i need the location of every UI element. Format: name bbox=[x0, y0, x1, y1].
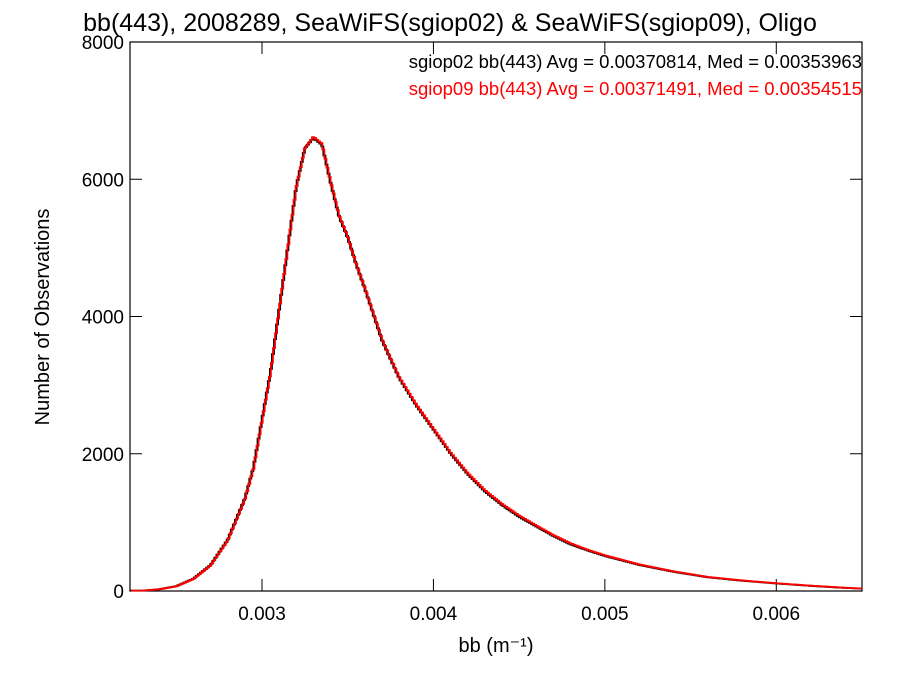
y-axis-ticks: 0 2000 4000 6000 8000 bbox=[82, 33, 862, 603]
x-tick-label: 0.005 bbox=[581, 604, 629, 625]
x-axis-label: bb (m⁻¹) bbox=[459, 635, 534, 657]
x-tick-label: 0.004 bbox=[410, 604, 458, 625]
y-axis-label: Number of Observations bbox=[32, 209, 54, 426]
y-tick-label: 6000 bbox=[82, 170, 124, 191]
series-layer bbox=[130, 136, 863, 592]
series-line-sgiop02 bbox=[130, 137, 862, 592]
y-tick-label: 2000 bbox=[82, 445, 124, 466]
y-tick-label: 4000 bbox=[82, 308, 124, 329]
series-line-sgiop09 bbox=[131, 136, 863, 592]
legend-annotation-sgiop09: sgiop09 bb(443) Avg = 0.00371491, Med = … bbox=[409, 78, 862, 99]
x-tick-label: 0.003 bbox=[238, 604, 286, 625]
legend-annotation-sgiop02: sgiop02 bb(443) Avg = 0.00370814, Med = … bbox=[409, 51, 862, 72]
chart-title: bb(443), 2008289, SeaWiFS(sgiop02) & Sea… bbox=[83, 9, 817, 37]
y-tick-label: 0 bbox=[113, 582, 124, 603]
x-tick-label: 0.006 bbox=[753, 604, 801, 625]
y-tick-label: 8000 bbox=[82, 33, 124, 54]
x-axis-ticks: 0.003 0.004 0.005 0.006 bbox=[238, 42, 800, 625]
